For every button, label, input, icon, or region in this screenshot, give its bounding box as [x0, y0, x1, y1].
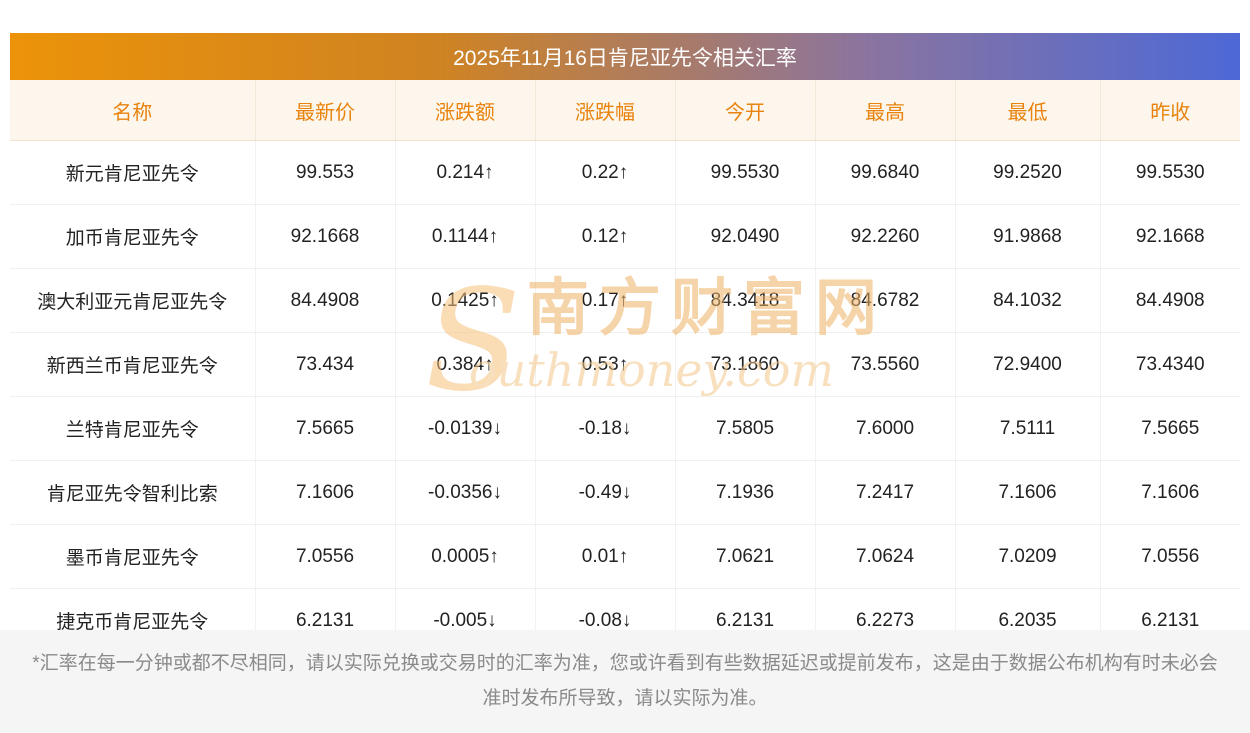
footer-disclaimer-text: *汇率在每一分钟或都不尽相同，请以实际兑换或交易时的汇率为准，您或许看到有些数据… — [32, 653, 1218, 709]
cell-latest: 73.434 — [255, 332, 396, 397]
cell-change: 0.384↑ — [395, 332, 536, 397]
cell-pct: 0.12↑ — [535, 204, 676, 269]
table-row: 澳大利亚元肯尼亚先令 84.4908 0.1425↑ 0.17↑ 84.3418 84.6… — [10, 268, 1240, 333]
cell-pct: -0.18↓ — [535, 396, 676, 461]
cell-latest: 84.4908 — [255, 268, 396, 333]
cell-change: 0.1425↑ — [395, 268, 536, 333]
cell-open: 7.0621 — [675, 524, 816, 589]
cell-low: 72.9400 — [955, 332, 1101, 397]
cell-high: 84.6782 — [815, 268, 956, 333]
cell-high: 73.5560 — [815, 332, 956, 397]
cell-low: 91.9868 — [955, 204, 1101, 269]
cell-prev_close: 7.0556 — [1100, 524, 1240, 589]
cell-open: 92.0490 — [675, 204, 816, 269]
table-row: 新西兰币肯尼亚先令 73.434 0.384↑ 0.53↑ 73.1860 73.5560… — [10, 332, 1240, 397]
cell-prev_close: 99.5530 — [1100, 140, 1240, 205]
cell-pct: -0.49↓ — [535, 460, 676, 525]
column-header-latest: 最新价 — [255, 80, 396, 141]
column-header-high: 最高 — [815, 80, 956, 141]
column-header-prev-close: 昨收 — [1100, 80, 1240, 141]
cell-low: 7.5111 — [955, 396, 1101, 461]
cell-latest: 92.1668 — [255, 204, 396, 269]
currency-pair-name: 澳大利亚元肯尼亚先令 — [10, 268, 256, 333]
cell-open: 7.5805 — [675, 396, 816, 461]
rates-table-header: 名称 最新价 涨跌额 涨跌幅 今开 最高 最低 昨收 — [10, 80, 1240, 141]
cell-latest: 7.1606 — [255, 460, 396, 525]
currency-pair-name: 新西兰币肯尼亚先令 — [10, 332, 256, 397]
cell-open: 7.1936 — [675, 460, 816, 525]
cell-open: 73.1860 — [675, 332, 816, 397]
column-header-name: 名称 — [10, 80, 256, 141]
currency-pair-name: 加币肯尼亚先令 — [10, 204, 256, 269]
cell-latest: 7.5665 — [255, 396, 396, 461]
cell-open: 99.5530 — [675, 140, 816, 205]
column-header-change: 涨跌额 — [395, 80, 536, 141]
cell-change: 0.0005↑ — [395, 524, 536, 589]
cell-high: 7.6000 — [815, 396, 956, 461]
cell-pct: 0.53↑ — [535, 332, 676, 397]
cell-latest: 7.0556 — [255, 524, 396, 589]
cell-change: -0.0356↓ — [395, 460, 536, 525]
table-row: 兰特肯尼亚先令 7.5665 -0.0139↓ -0.18↓ 7.5805 7.6000 7… — [10, 396, 1240, 461]
cell-prev_close: 7.1606 — [1100, 460, 1240, 525]
cell-prev_close: 73.4340 — [1100, 332, 1240, 397]
cell-prev_close: 92.1668 — [1100, 204, 1240, 269]
table-row: 加币肯尼亚先令 92.1668 0.1144↑ 0.12↑ 92.0490 92.2260… — [10, 204, 1240, 269]
column-header-low: 最低 — [955, 80, 1101, 141]
cell-low: 7.1606 — [955, 460, 1101, 525]
cell-prev_close: 7.5665 — [1100, 396, 1240, 461]
column-header-pct: 涨跌幅 — [535, 80, 676, 141]
table-row: 肯尼亚先令智利比索 7.1606 -0.0356↓ -0.49↓ 7.1936 7.241… — [10, 460, 1240, 525]
cell-latest: 99.553 — [255, 140, 396, 205]
rates-table: 名称 最新价 涨跌额 涨跌幅 今开 最高 最低 昨收 新元肯尼亚先令 99.553… — [10, 80, 1240, 653]
currency-pair-name: 兰特肯尼亚先令 — [10, 396, 256, 461]
content-area: 2025年11月16日肯尼亚先令相关汇率 名称 最新价 涨跌额 涨跌幅 今 — [10, 33, 1240, 653]
page-title: 2025年11月16日肯尼亚先令相关汇率 — [10, 33, 1240, 80]
cell-high: 99.6840 — [815, 140, 956, 205]
cell-low: 84.1032 — [955, 268, 1101, 333]
page-title-text: 2025年11月16日肯尼亚先令相关汇率 — [453, 46, 797, 70]
cell-change: 0.214↑ — [395, 140, 536, 205]
currency-pair-name: 新元肯尼亚先令 — [10, 140, 256, 205]
cell-low: 7.0209 — [955, 524, 1101, 589]
cell-high: 7.2417 — [815, 460, 956, 525]
currency-pair-name: 肯尼亚先令智利比索 — [10, 460, 256, 525]
column-header-open: 今开 — [675, 80, 816, 141]
cell-change: 0.1144↑ — [395, 204, 536, 269]
header-row: 名称 最新价 涨跌额 涨跌幅 今开 最高 最低 昨收 — [10, 80, 1240, 141]
footer-disclaimer-area: *汇率在每一分钟或都不尽相同，请以实际兑换或交易时的汇率为准，您或许看到有些数据… — [0, 630, 1250, 733]
table-row: 墨币肯尼亚先令 7.0556 0.0005↑ 0.01↑ 7.0621 7.0624 7.0… — [10, 524, 1240, 589]
cell-low: 99.2520 — [955, 140, 1101, 205]
table-row: 新元肯尼亚先令 99.553 0.214↑ 0.22↑ 99.5530 99.6840 99… — [10, 140, 1240, 205]
cell-high: 7.0624 — [815, 524, 956, 589]
currency-pair-name: 墨币肯尼亚先令 — [10, 524, 256, 589]
rates-table-body: 新元肯尼亚先令 99.553 0.214↑ 0.22↑ 99.5530 99.6840 99… — [10, 140, 1240, 653]
cell-open: 84.3418 — [675, 268, 816, 333]
cell-pct: 0.01↑ — [535, 524, 676, 589]
cell-pct: 0.22↑ — [535, 140, 676, 205]
cell-high: 92.2260 — [815, 204, 956, 269]
cell-prev_close: 84.4908 — [1100, 268, 1240, 333]
cell-pct: 0.17↑ — [535, 268, 676, 333]
cell-change: -0.0139↓ — [395, 396, 536, 461]
